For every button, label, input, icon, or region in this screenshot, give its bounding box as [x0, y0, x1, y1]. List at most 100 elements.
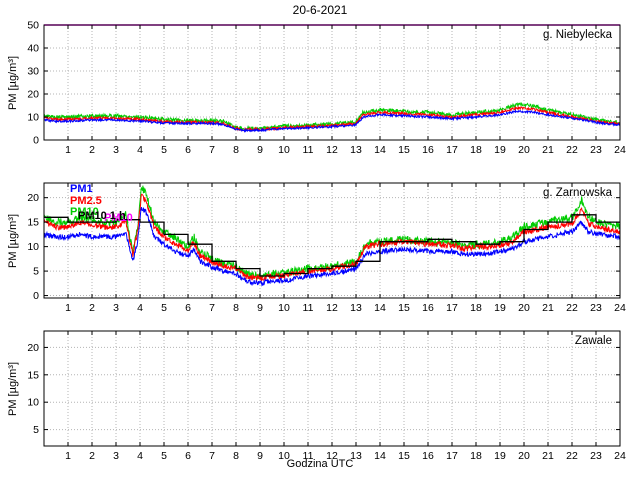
x-tick-label: 18	[470, 302, 482, 314]
x-tick-label: 6	[185, 302, 191, 314]
x-tick-label: 24	[614, 144, 626, 156]
x-tick-label: 24	[614, 302, 626, 314]
x-tick-label: 2	[89, 302, 95, 314]
x-tick-label: 17	[446, 450, 458, 462]
x-tick-label: 17	[446, 144, 458, 156]
legend-item-pm10-1h: PM10 1 h	[78, 210, 126, 222]
series-pm1	[43, 108, 621, 133]
x-tick-label: 4	[137, 450, 143, 462]
panel-0: 1 2 3 4 5 6 7 8 9 10 11 12 13 14 15 16 17 18 19 20 21 22 23 240…	[27, 20, 626, 157]
station-label-zarnowska: g. Zarnowska	[542, 187, 612, 199]
x-tick-label: 21	[542, 302, 554, 314]
x-tick-label: 13	[350, 144, 362, 156]
x-tick-label: 19	[494, 144, 506, 156]
y-tick-label: 20	[27, 342, 39, 354]
x-tick-label: 13	[350, 302, 362, 314]
x-tick-label: 7	[209, 450, 215, 462]
y-tick-label: 10	[27, 397, 39, 409]
x-tick-label: 2	[89, 450, 95, 462]
x-tick-label: 8	[233, 144, 239, 156]
x-tick-label: 15	[398, 302, 410, 314]
x-tick-label: 3	[113, 302, 119, 314]
x-tick-label: 12	[326, 450, 338, 462]
x-tick-label: 20	[518, 450, 530, 462]
x-tick-label: 23	[590, 450, 602, 462]
station-label-zawale: Zawale	[574, 335, 612, 347]
chart-title: 20-6-2021	[292, 3, 348, 17]
y-axis-label-panel3: PM [µg/m³]	[7, 361, 19, 417]
x-tick-label: 4	[137, 144, 143, 156]
x-tick-label: 15	[398, 450, 410, 462]
legend-item-pm25: PM2.5	[70, 195, 102, 207]
y-tick-label: 20	[27, 192, 39, 204]
x-tick-label: 18	[470, 144, 482, 156]
x-tick-label: 19	[494, 302, 506, 314]
y-tick-label: 15	[27, 369, 39, 381]
x-tick-label: 5	[161, 450, 167, 462]
series-pm10-1h-step	[44, 214, 620, 277]
station-label-niebylecka: g. Niebylecka	[542, 29, 612, 41]
y-tick-label: 50	[27, 20, 39, 32]
x-tick-label: 8	[233, 302, 239, 314]
x-tick-label: 2	[89, 144, 95, 156]
x-tick-label: 14	[374, 302, 386, 314]
y-tick-label: 5	[33, 266, 39, 278]
panel-1: 1 2 3 4 5 6 7 8 9 10 11 12 13 14 15 16 17 18 19 20 21 22 23 240…	[27, 182, 626, 314]
x-tick-label: 3	[113, 450, 119, 462]
x-tick-label: 11	[303, 450, 314, 462]
x-tick-label: 19	[494, 450, 506, 462]
x-tick-label: 20	[518, 302, 530, 314]
y-tick-label: 30	[27, 66, 39, 78]
y-axis-label-panel1: PM [µg/m³]	[7, 55, 19, 111]
x-tick-label: 22	[566, 450, 578, 462]
x-tick-label: 21	[542, 144, 554, 156]
x-tick-label: 9	[257, 450, 263, 462]
x-tick-label: 16	[422, 302, 434, 314]
y-tick-label: 0	[33, 135, 39, 147]
y-axis-label-panel2: PM [µg/m³]	[7, 213, 19, 269]
x-tick-label: 12	[326, 302, 338, 314]
x-tick-label: 9	[257, 144, 263, 156]
x-tick-label: 16	[422, 450, 434, 462]
x-tick-label: 24	[614, 450, 626, 462]
x-tick-label: 10	[278, 144, 290, 156]
x-tick-label: 10	[278, 450, 290, 462]
x-tick-label: 7	[209, 144, 215, 156]
x-tick-label: 5	[161, 144, 167, 156]
x-tick-label: 8	[233, 450, 239, 462]
x-tick-label: 12	[326, 144, 338, 156]
x-axis-label: Godzina UTC	[286, 458, 354, 470]
x-tick-label: 10	[278, 302, 290, 314]
x-tick-label: 14	[374, 144, 386, 156]
x-tick-label: 6	[185, 450, 191, 462]
x-tick-label: 9	[257, 302, 263, 314]
x-tick-label: 6	[185, 144, 191, 156]
x-tick-label: 1	[65, 144, 71, 156]
y-tick-label: 40	[27, 43, 39, 55]
x-tick-label: 17	[446, 302, 458, 314]
y-tick-label: 5	[33, 424, 39, 436]
x-tick-label: 5	[161, 302, 167, 314]
x-tick-label: 20	[518, 144, 530, 156]
y-tick-label: 15	[27, 217, 39, 229]
x-tick-label: 23	[590, 302, 602, 314]
x-tick-label: 15	[398, 144, 410, 156]
x-tick-label: 13	[350, 450, 362, 462]
y-tick-label: 0	[33, 290, 39, 302]
series-pm10	[43, 101, 621, 132]
x-tick-label: 18	[470, 450, 482, 462]
x-tick-label: 11	[303, 302, 314, 314]
x-tick-label: 1	[65, 302, 71, 314]
y-tick-label: 10	[27, 241, 39, 253]
panel-2: 1 2 3 4 5 6 7 8 9 10 11 12 13 14 15 16 17 18 19 20 21 22 23 245…	[27, 330, 626, 462]
x-tick-label: 4	[137, 302, 143, 314]
x-tick-label: 22	[566, 302, 578, 314]
x-tick-label: 11	[303, 144, 314, 156]
y-tick-label: 20	[27, 89, 39, 101]
x-tick-label: 7	[209, 302, 215, 314]
x-tick-label: 16	[422, 144, 434, 156]
x-tick-label: 22	[566, 144, 578, 156]
x-tick-label: 1	[65, 450, 71, 462]
